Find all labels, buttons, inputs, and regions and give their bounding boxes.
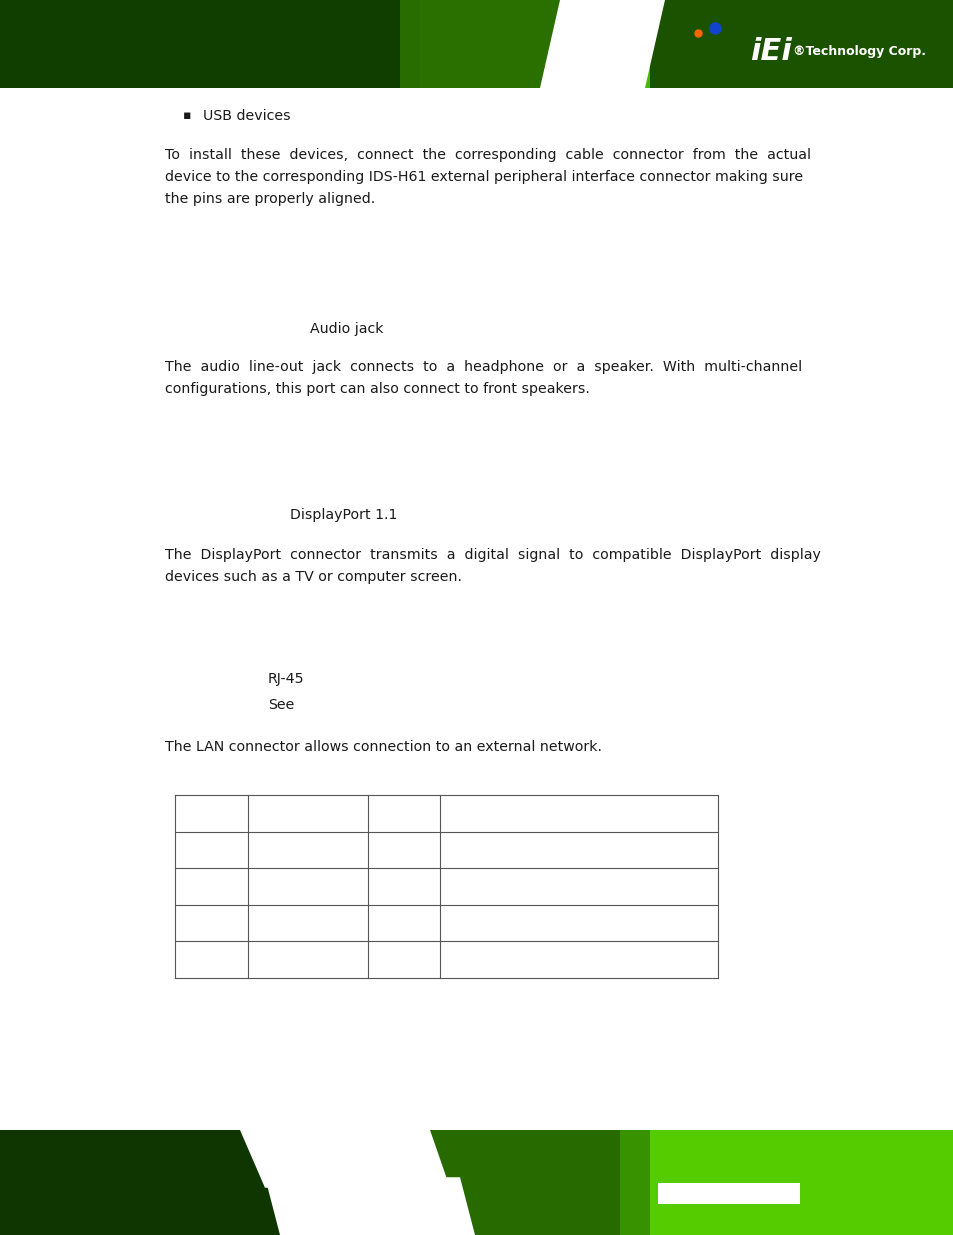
- Text: To  install  these  devices,  connect  the  corresponding  cable  connector  fro: To install these devices, connect the co…: [165, 148, 810, 162]
- Text: ®Technology Corp.: ®Technology Corp.: [792, 44, 925, 58]
- Text: The  audio  line-out  jack  connects  to  a  headphone  or  a  speaker.  With  m: The audio line-out jack connects to a he…: [165, 359, 801, 374]
- Bar: [0, 1130, 319, 1235]
- Bar: [579, 0, 953, 88]
- Text: RJ-45: RJ-45: [268, 672, 304, 685]
- Polygon shape: [265, 1177, 475, 1235]
- Polygon shape: [619, 0, 664, 88]
- Text: device to the corresponding IDS-H61 external peripheral interface connector maki: device to the corresponding IDS-H61 exte…: [165, 170, 802, 184]
- Polygon shape: [539, 0, 649, 88]
- Bar: [299, 1130, 649, 1235]
- Bar: [659, 1188, 780, 1235]
- Text: Audio jack: Audio jack: [310, 322, 383, 336]
- Bar: [619, 1130, 953, 1235]
- Text: the pins are properly aligned.: the pins are properly aligned.: [165, 191, 375, 206]
- Text: devices such as a TV or computer screen.: devices such as a TV or computer screen.: [165, 571, 461, 584]
- Bar: [0, 0, 953, 88]
- Text: USB devices: USB devices: [203, 109, 291, 124]
- Text: See: See: [268, 698, 294, 713]
- Text: configurations, this port can also connect to front speakers.: configurations, this port can also conne…: [165, 382, 589, 396]
- Bar: [0, 1130, 953, 1235]
- Polygon shape: [240, 1130, 450, 1188]
- Text: The LAN connector allows connection to an external network.: The LAN connector allows connection to a…: [165, 740, 601, 755]
- Text: The  DisplayPort  connector  transmits  a  digital  signal  to  compatible  Disp: The DisplayPort connector transmits a di…: [165, 548, 820, 562]
- Text: ▪: ▪: [183, 109, 192, 122]
- Bar: [649, 0, 953, 88]
- Bar: [399, 0, 599, 88]
- Text: DisplayPort 1.1: DisplayPort 1.1: [290, 508, 397, 522]
- Polygon shape: [658, 1182, 800, 1203]
- Text: iEi: iEi: [749, 37, 791, 65]
- Bar: [0, 0, 419, 88]
